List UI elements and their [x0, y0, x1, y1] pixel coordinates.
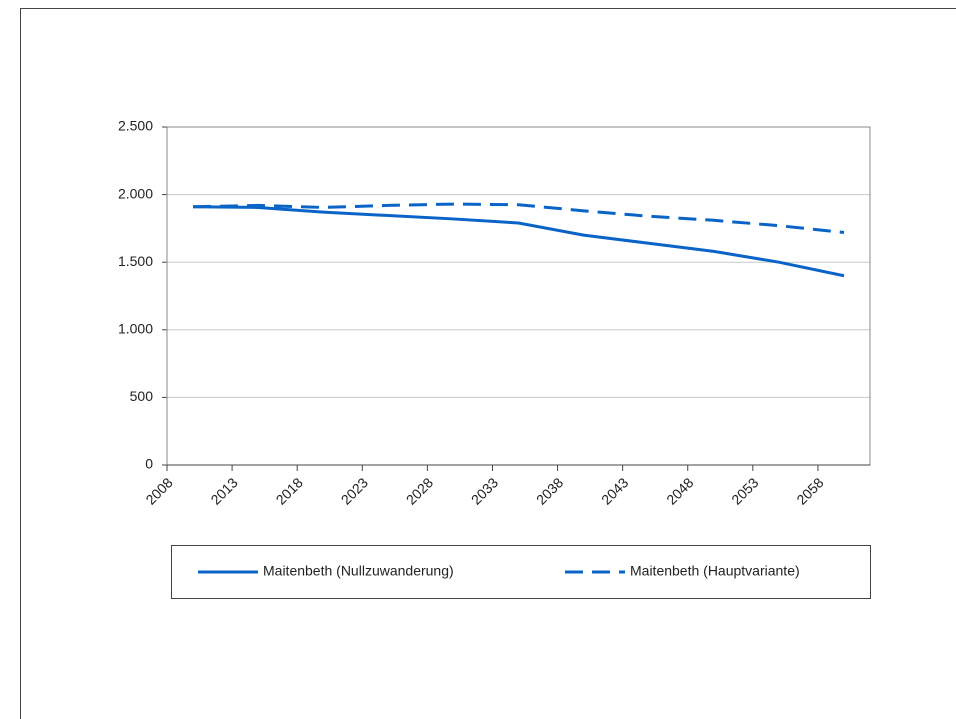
x-tick-label: 2008	[142, 474, 175, 507]
frame	[20, 8, 956, 719]
x-tick-label: 2033	[468, 474, 501, 507]
y-tick-label: 1.000	[118, 321, 153, 337]
legend-box	[171, 545, 871, 599]
x-tick-label: 2013	[207, 474, 240, 507]
plot-frame	[166, 126, 871, 466]
x-tick-label: 2023	[338, 474, 371, 507]
x-tick-label: 2018	[273, 474, 306, 507]
x-tick-label: 2038	[533, 474, 566, 507]
legend-label: Maitenbeth (Nullzuwanderung)	[263, 563, 454, 579]
x-tick-label: 2053	[728, 474, 761, 507]
x-tick-label: 2058	[793, 474, 826, 507]
series-line	[193, 202, 845, 234]
y-tick-label: 500	[130, 388, 154, 404]
y-tick-label: 0	[145, 456, 153, 472]
x-tick-label: 2028	[403, 474, 436, 507]
y-tick-label: 2.000	[118, 185, 153, 201]
legend-label: Maitenbeth (Hauptvariante)	[630, 563, 800, 579]
y-tick-label: 2.500	[118, 118, 153, 134]
x-tick-label: 2043	[598, 474, 631, 507]
series-line	[193, 205, 845, 278]
x-tick-label: 2048	[663, 474, 696, 507]
y-tick-label: 1.500	[118, 253, 153, 269]
